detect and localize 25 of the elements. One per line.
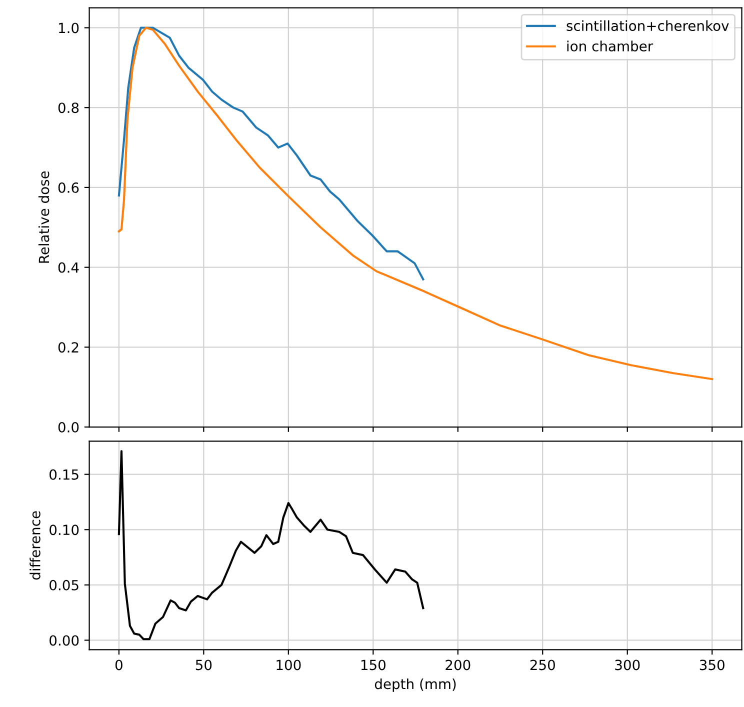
legend-label: scintillation+cherenkov	[566, 20, 729, 32]
x-tick-label: 250	[530, 660, 555, 670]
line-series	[118, 450, 424, 640]
y-tick-label: 0.8	[58, 102, 79, 114]
y-tick-label: 0.00	[50, 635, 79, 646]
y-tick-label: 1.0	[58, 22, 79, 34]
y-tick-label: 0.4	[58, 262, 79, 273]
y-axis-title: Relative dose	[38, 171, 50, 263]
y-tick-label: 0.2	[58, 342, 78, 353]
y-tick-label: 0.0	[58, 422, 79, 432]
x-axis-title: depth (mm)	[374, 678, 456, 692]
x-tick-label: 200	[446, 660, 470, 670]
y-tick-label: 0.10	[50, 524, 79, 536]
x-tick-label: 300	[615, 660, 640, 670]
x-tick-label: 350	[700, 660, 724, 670]
y-tick-label: 0.15	[50, 469, 78, 480]
y-axis-title: difference	[30, 511, 40, 580]
line-series	[118, 26, 424, 280]
x-tick-label: 150	[361, 660, 386, 670]
y-tick-label: 0.6	[58, 182, 79, 193]
x-tick-label: 0	[115, 660, 122, 670]
x-tick-label: 100	[276, 660, 301, 670]
x-tick-label: 50	[196, 660, 212, 670]
legend-label: ion chamber	[567, 40, 654, 52]
y-tick-label: 0.05	[50, 580, 78, 590]
